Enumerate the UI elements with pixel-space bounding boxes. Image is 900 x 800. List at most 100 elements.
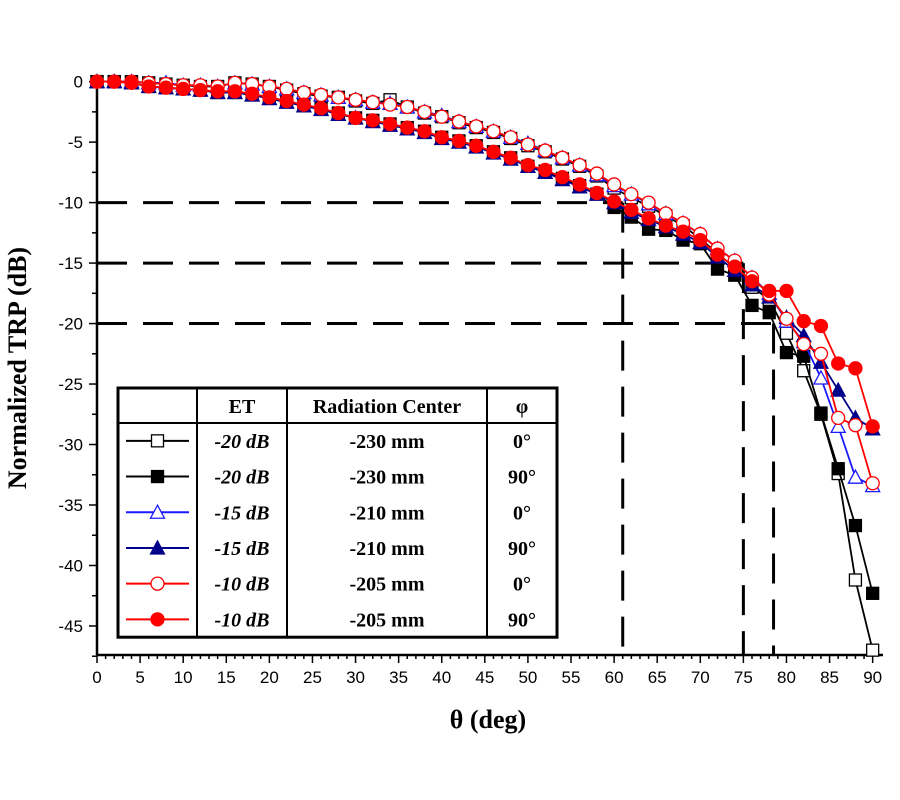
- legend-radiation-center: -205 mm: [350, 609, 425, 631]
- x-tick-label: 45: [475, 668, 494, 687]
- data-point: [848, 573, 863, 587]
- legend-row: -15 dB -210 mm 0°: [126, 502, 531, 524]
- x-tick-label: 65: [648, 668, 667, 687]
- data-point: [262, 90, 277, 105]
- data-point: [831, 410, 846, 426]
- data-point: [779, 345, 794, 360]
- legend-phi: 0°: [513, 431, 531, 453]
- data-point: [831, 356, 846, 371]
- y-axis-label: Normalized TRP (dB): [3, 247, 32, 489]
- y-tick-label: -30: [58, 436, 83, 455]
- legend-et: -20 dB: [215, 467, 270, 489]
- data-point: [279, 81, 294, 97]
- data-point: [572, 177, 587, 192]
- data-point: [331, 90, 346, 105]
- data-point: [830, 418, 847, 434]
- x-tick-label: 75: [734, 668, 753, 687]
- series-line: [97, 80, 874, 430]
- x-tick-label: 60: [605, 668, 624, 687]
- data-point: [555, 170, 570, 185]
- x-tick-label: 15: [217, 668, 236, 687]
- data-point: [779, 283, 794, 299]
- data-point: [279, 93, 294, 109]
- data-point: [745, 298, 759, 313]
- x-tick-label: 85: [820, 668, 839, 687]
- data-point: [434, 109, 449, 124]
- data-point: [296, 97, 311, 112]
- legend-radiation-center: -230 mm: [350, 431, 425, 453]
- data-point: [400, 120, 415, 135]
- legend-radiation-center: -210 mm: [350, 538, 425, 560]
- legend-radiation-center: -230 mm: [350, 467, 425, 489]
- data-point: [486, 124, 501, 139]
- y-tick-label: -40: [58, 556, 83, 575]
- legend-row: -10 dB -205 mm 90°: [126, 609, 536, 631]
- legend-header: ET: [229, 396, 256, 418]
- axes: 0 5 10 15 20 25 30 35 40 45 50 55 60 65 70 75 80 85 90 0 -5 -…: [58, 73, 883, 687]
- x-tick-label: 20: [260, 668, 279, 687]
- data-point: [641, 211, 656, 226]
- y-tick-label: -15: [58, 254, 83, 273]
- legend-marker: [150, 576, 165, 591]
- legend-radiation-center: -205 mm: [350, 574, 425, 596]
- data-point: [538, 143, 553, 158]
- data-point: [555, 150, 570, 165]
- data-point: [486, 144, 501, 159]
- x-tick-label: 90: [863, 668, 882, 687]
- data-point: [710, 247, 725, 262]
- data-point: [762, 306, 776, 320]
- y-tick-label: 0: [74, 73, 83, 92]
- data-point: [503, 130, 518, 145]
- data-point: [89, 74, 105, 89]
- series-group: [88, 73, 881, 657]
- data-point: [606, 194, 622, 209]
- data-point: [813, 346, 829, 361]
- data-point: [348, 92, 363, 107]
- data-point: [382, 97, 398, 112]
- data-point: [814, 406, 828, 420]
- data-point: [158, 80, 174, 95]
- data-point: [451, 114, 467, 129]
- legend-header: Radiation Center: [313, 396, 461, 418]
- data-point: [848, 361, 863, 376]
- legend-marker: [150, 612, 165, 627]
- legend-phi: 0°: [513, 502, 531, 524]
- data-point: [710, 262, 725, 276]
- legend-box: [116, 386, 559, 639]
- series-line: [97, 80, 874, 427]
- x-tick-label: 40: [432, 668, 451, 687]
- data-point: [400, 99, 415, 115]
- data-point: [348, 110, 363, 126]
- data-point: [658, 206, 673, 221]
- y-tick-label: -35: [58, 496, 83, 515]
- data-point: [831, 462, 845, 476]
- series-6: [89, 74, 880, 434]
- data-point: [779, 326, 794, 340]
- data-point: [796, 313, 811, 329]
- legend-phi: 0°: [513, 574, 531, 596]
- legend-et: -15 dB: [215, 502, 270, 524]
- data-point: [658, 218, 673, 233]
- x-tick-label: 5: [135, 668, 144, 687]
- legend-phi: 90°: [508, 609, 536, 631]
- data-point: [762, 283, 777, 299]
- legend-row: -10 dB -205 mm 0°: [126, 574, 531, 596]
- data-point: [313, 101, 329, 116]
- y-tick-label: -10: [58, 194, 83, 213]
- data-point: [572, 157, 587, 173]
- data-point: [779, 311, 794, 326]
- data-point: [520, 137, 536, 152]
- legend: ET Radiation Center φ-20 dB -230 mm 0°-20 dB…: [116, 386, 559, 639]
- x-tick-label: 70: [691, 668, 710, 687]
- data-point: [296, 85, 311, 100]
- data-point: [865, 419, 880, 434]
- data-point: [589, 185, 605, 201]
- data-point: [744, 274, 760, 289]
- data-point: [865, 476, 880, 491]
- x-tick-label: 0: [92, 668, 101, 687]
- legend-radiation-center: -210 mm: [350, 502, 425, 524]
- data-point: [848, 418, 863, 433]
- legend-marker: [149, 503, 166, 519]
- data-point: [141, 79, 156, 94]
